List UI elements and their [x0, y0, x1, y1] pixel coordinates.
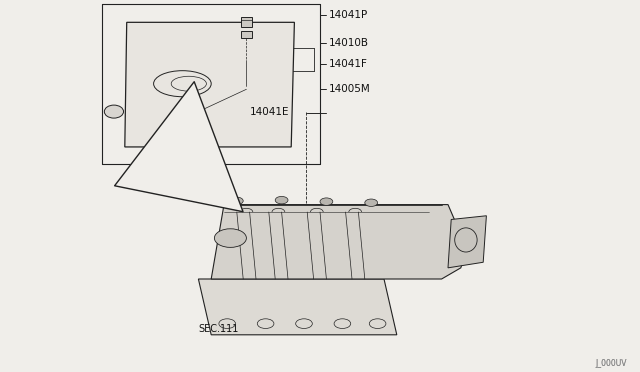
Circle shape [365, 199, 378, 206]
Text: 14041E: 14041E [250, 107, 289, 116]
Text: J_000UV: J_000UV [596, 359, 627, 368]
Polygon shape [211, 205, 467, 279]
Circle shape [320, 198, 333, 205]
Circle shape [275, 196, 288, 204]
Text: 14010B: 14010B [329, 38, 369, 48]
Circle shape [214, 229, 246, 247]
Bar [241, 31, 252, 38]
Text: J_000UV: J_000UV [596, 359, 627, 368]
Polygon shape [198, 279, 397, 335]
Text: FRONT: FRONT [159, 164, 194, 174]
Circle shape [230, 197, 243, 205]
Text: 14041F: 14041F [329, 59, 368, 69]
Text: 14041P: 14041P [329, 10, 368, 20]
Text: SEC.111: SEC.111 [198, 324, 239, 334]
Polygon shape [448, 216, 486, 268]
Bar [241, 17, 252, 27]
Polygon shape [125, 22, 294, 147]
Ellipse shape [104, 105, 124, 118]
Text: 14005M: 14005M [329, 84, 371, 94]
